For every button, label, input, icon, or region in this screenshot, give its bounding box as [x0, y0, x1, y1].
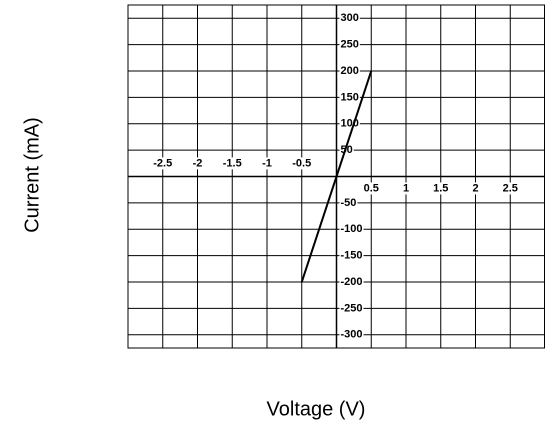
tick-label-bg: [401, 182, 411, 195]
tick-label-bg: [339, 91, 360, 104]
tick-label-bg: [339, 64, 360, 77]
x-tick-label: 0.5: [364, 182, 379, 194]
tick-label-bg: [261, 157, 273, 170]
x-tick-label: 2.5: [503, 182, 518, 194]
y-tick-label: 250: [341, 38, 359, 50]
tick-label-bg: [432, 182, 450, 195]
y-tick-label: -300: [341, 329, 363, 341]
y-tick-label: -250: [341, 302, 363, 314]
x-tick-label: -1: [262, 157, 272, 169]
y-tick-label: 150: [341, 91, 359, 103]
y-tick-label: 200: [341, 65, 359, 77]
tick-label-bg: [339, 249, 364, 262]
x-tick-label: 2: [472, 182, 478, 194]
tick-label-bg: [291, 157, 313, 170]
tick-label-bg: [339, 144, 354, 157]
tick-label-bg: [221, 157, 243, 170]
tick-label-bg: [339, 302, 364, 315]
tick-label-bg: [152, 157, 174, 170]
data-line: [300, 70, 373, 283]
tick-label-bg: [501, 182, 519, 195]
tick-label-bg: [362, 182, 380, 195]
y-axis-label: Current (mA): [21, 117, 43, 233]
y-tick-label: -100: [341, 223, 363, 235]
x-tick-label: -1.5: [223, 157, 242, 169]
tick-label-bg: [339, 196, 358, 209]
y-tick-label: -200: [341, 276, 363, 288]
tick-label-bg: [339, 328, 364, 341]
tick-label-bg: [339, 223, 364, 236]
y-tick-label: 300: [341, 12, 359, 24]
y-tick-label: -150: [341, 250, 363, 262]
x-tick-label: -2.5: [153, 157, 172, 169]
tick-label-bg: [339, 12, 360, 25]
x-tick-label: -2: [193, 157, 203, 169]
x-axis-label: Voltage (V): [267, 398, 366, 420]
tick-label-bg: [339, 38, 360, 51]
tick-label-bg: [471, 182, 480, 195]
tick-label-bg: [339, 275, 364, 288]
x-tick-label: 1.5: [433, 182, 448, 194]
y-tick-label: -50: [341, 197, 357, 209]
x-tick-label: 1: [403, 182, 409, 194]
tick-label-bg: [191, 157, 204, 170]
x-tick-label: -0.5: [292, 157, 311, 169]
